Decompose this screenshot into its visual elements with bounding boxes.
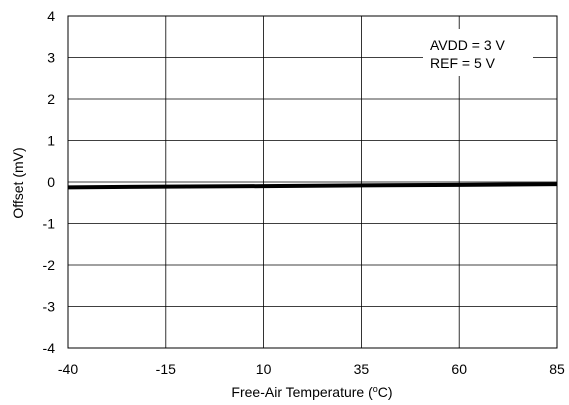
condition-annotation: AVDD = 3 V REF = 5 V xyxy=(423,29,533,76)
annotation-box xyxy=(423,29,533,76)
grid-lines xyxy=(68,16,557,348)
x-tick-label: 60 xyxy=(451,361,467,377)
y-tick-label: 1 xyxy=(47,133,55,149)
y-tick-label: 2 xyxy=(47,91,55,107)
y-axis-label: Offset (mV) xyxy=(10,147,26,218)
x-tick-label: 10 xyxy=(256,361,272,377)
y-tick-label: 0 xyxy=(47,174,55,190)
annotation-avdd: AVDD = 3 V xyxy=(430,37,505,53)
y-tick-label: -1 xyxy=(43,216,56,232)
x-tick-label: -15 xyxy=(156,361,176,377)
offset-series-line xyxy=(67,182,558,190)
y-tick-label: 3 xyxy=(47,50,55,66)
annotation-ref: REF = 5 V xyxy=(430,55,496,71)
series-layer xyxy=(67,182,558,190)
x-tick-label: 85 xyxy=(549,361,565,377)
y-tick-label: 4 xyxy=(47,8,55,24)
x-tick-label: 35 xyxy=(354,361,370,377)
y-tick-label: -2 xyxy=(43,257,56,273)
plot-frame xyxy=(67,15,558,349)
x-axis-label: Free-Air Temperature (oC) xyxy=(231,384,392,400)
y-tick-label: -3 xyxy=(43,299,56,315)
x-tick-label: -40 xyxy=(58,361,78,377)
y-tick-label: -4 xyxy=(43,340,56,356)
